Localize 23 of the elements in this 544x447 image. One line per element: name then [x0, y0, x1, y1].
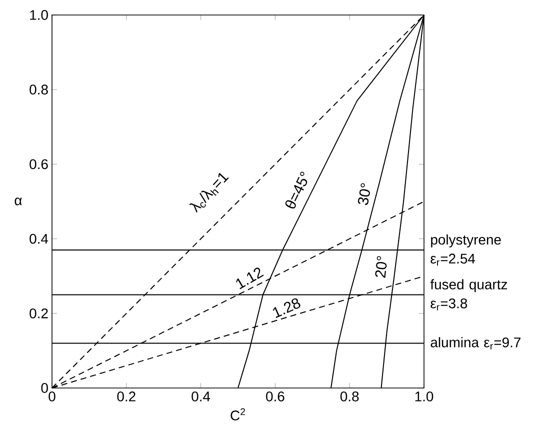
y-axis-title: α	[14, 198, 22, 206]
text: λ$_{c}$/λ$_{h}$=1	[189, 172, 229, 213]
x-tick-label: 0.8	[340, 392, 359, 402]
y-tick-label: 0.4	[30, 234, 48, 244]
x-tick-label: 0.4	[192, 392, 210, 402]
text: 1.28	[272, 298, 300, 318]
text: θ=45°	[285, 172, 308, 208]
x-tick-label: 1.0	[415, 392, 434, 402]
y-tick-label: 0.6	[30, 159, 48, 170]
text: polystyrene ε$_{r}$=2.54	[430, 234, 501, 266]
x-tick-label: 0.2	[117, 392, 136, 402]
x-tick-label: 0.6	[266, 392, 284, 402]
text: 30°	[358, 183, 370, 206]
y-tick-label: 0	[41, 383, 48, 393]
y-tick-label: 0.8	[30, 84, 48, 95]
y-tick-label: 0.2	[30, 308, 48, 318]
text: alumina ε$_{r}$=9.7	[430, 337, 520, 350]
text: 1.12	[236, 268, 264, 290]
y-tick-label: 1.0	[30, 10, 48, 20]
x-axis-title: C$^{2}$	[230, 408, 246, 420]
x-tick-label: 0	[48, 392, 56, 402]
text: 20°	[375, 256, 387, 278]
text: fused quartz ε$_{r}$=3.8	[430, 279, 508, 310]
